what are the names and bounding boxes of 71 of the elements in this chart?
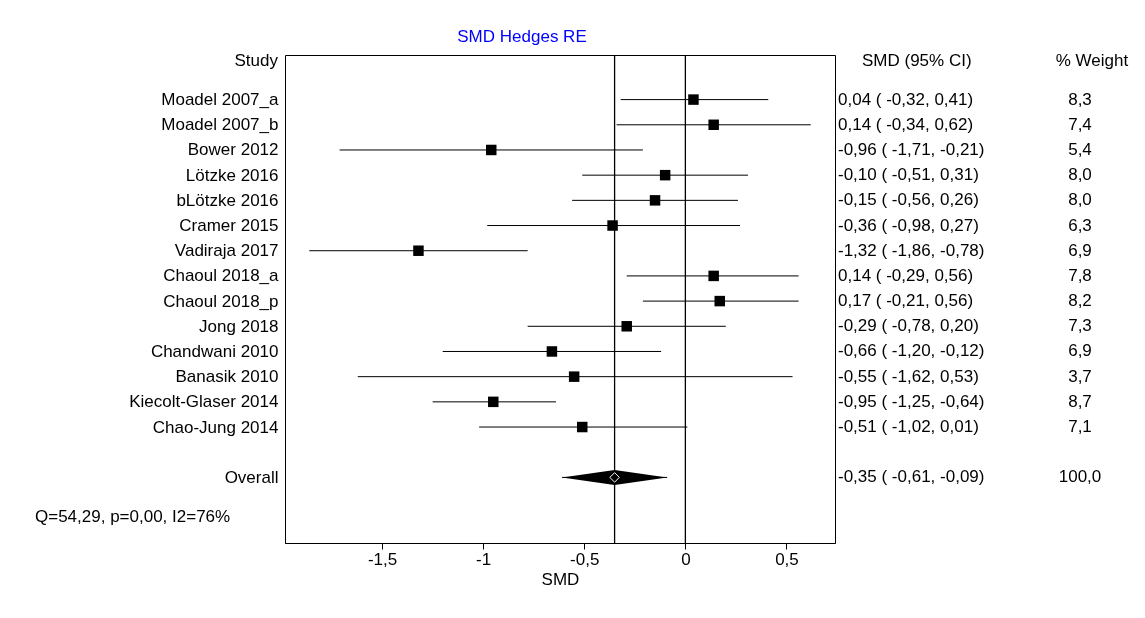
data-label: -0,51 ( -1,02, 0,01) xyxy=(838,417,979,437)
text: 3,7 xyxy=(1068,366,1092,386)
point xyxy=(488,396,499,408)
point xyxy=(621,321,632,332)
text: -0,35 ( -0,61, -0,09) xyxy=(838,467,985,487)
text: 6,3 xyxy=(1068,215,1092,235)
data-label: -0,96 ( -1,71, -0,21) xyxy=(838,139,985,159)
text: % Weight xyxy=(1055,51,1129,70)
text: 6,9 xyxy=(1068,341,1092,361)
x-axis-title: SMD xyxy=(541,569,580,589)
y-tick-label: Cramer 2015 xyxy=(179,216,279,236)
y-tick-label: Vadiraja 2017 xyxy=(174,241,279,261)
text: 7,4 xyxy=(1068,114,1092,134)
text: 7,1 xyxy=(1068,417,1092,437)
text: 8,3 xyxy=(1068,89,1092,109)
text: 7,8 xyxy=(1068,265,1092,285)
point xyxy=(609,472,620,483)
x-tick-label: 0,5 xyxy=(775,549,799,569)
y-tick-label: Kiecolt-Glaser 2014 xyxy=(129,392,279,412)
text: 8,0 xyxy=(1068,190,1092,210)
text: Q=54,29, p=0,00, I2=76% xyxy=(35,507,231,526)
data-label: -0,95 ( -1,25, -0,64) xyxy=(838,391,985,411)
data-label: 0,17 ( -0,21, 0,56) xyxy=(838,291,974,311)
point xyxy=(486,144,497,156)
data-label: 0,14 ( -0,34, 0,62) xyxy=(838,114,974,134)
x-tick-label: -1 xyxy=(476,549,492,569)
x-tick-label: -1,5 xyxy=(367,549,398,569)
x-tick-label: -0,5 xyxy=(570,549,600,569)
point xyxy=(708,119,719,131)
point xyxy=(708,270,719,282)
y-tick-label: Chao-Jung 2014 xyxy=(152,417,279,437)
chart-title: SMD Hedges RE xyxy=(457,27,587,46)
text: 7,3 xyxy=(1068,316,1092,336)
y-tick-label: Chaoul 2018_a xyxy=(163,266,280,286)
y-tick-label: Lötzke 2016 xyxy=(185,165,279,185)
y-tick-label: Banasik 2010 xyxy=(175,367,279,387)
point xyxy=(649,195,661,206)
x-tick-label: 0 xyxy=(681,549,691,569)
point xyxy=(688,94,699,105)
data-label: -0,10 ( -0,51, 0,31) xyxy=(838,165,979,185)
text: 6,9 xyxy=(1068,240,1092,260)
data-label: -0,15 ( -0,56, 0,26) xyxy=(838,190,979,210)
data-label: -0,36 ( -0,98, 0,27) xyxy=(838,215,979,235)
data-label: 0,04 ( -0,32, 0,41) xyxy=(838,89,974,109)
y-tick-label: Moadel 2007_b xyxy=(161,115,279,135)
y-axis-title: Study xyxy=(234,51,279,70)
y-tick-label: Overall xyxy=(224,467,279,487)
point xyxy=(714,295,725,307)
text: 8,7 xyxy=(1068,391,1092,411)
point xyxy=(607,220,618,231)
point xyxy=(577,421,588,433)
text: 8,0 xyxy=(1068,165,1092,185)
text: 100,0 xyxy=(1058,467,1102,487)
y-tick-label: Jong 2018 xyxy=(199,316,279,336)
point xyxy=(568,371,580,382)
text: 5,4 xyxy=(1068,139,1092,159)
data-label: -0,66 ( -1,20, -0,12) xyxy=(838,341,985,361)
y-tick-label: bLötzke 2016 xyxy=(176,190,279,210)
point xyxy=(659,169,671,181)
point xyxy=(413,245,424,256)
data-label: -0,55 ( -1,62, 0,53) xyxy=(838,366,979,386)
point xyxy=(546,346,558,357)
text: SMD (95% CI) xyxy=(862,51,972,70)
y-tick-label: Chandwani 2010 xyxy=(150,341,279,361)
data-label: 0,14 ( -0,29, 0,56) xyxy=(838,265,974,285)
y-tick-label: Chaoul 2018_p xyxy=(163,291,279,311)
text: 8,2 xyxy=(1068,291,1092,311)
y-tick-label: Moadel 2007_a xyxy=(161,90,280,110)
y-tick-label: Bower 2012 xyxy=(187,140,279,160)
data-label: -1,32 ( -1,86, -0,78) xyxy=(838,240,985,260)
data-label: -0,29 ( -0,78, 0,20) xyxy=(838,316,979,336)
